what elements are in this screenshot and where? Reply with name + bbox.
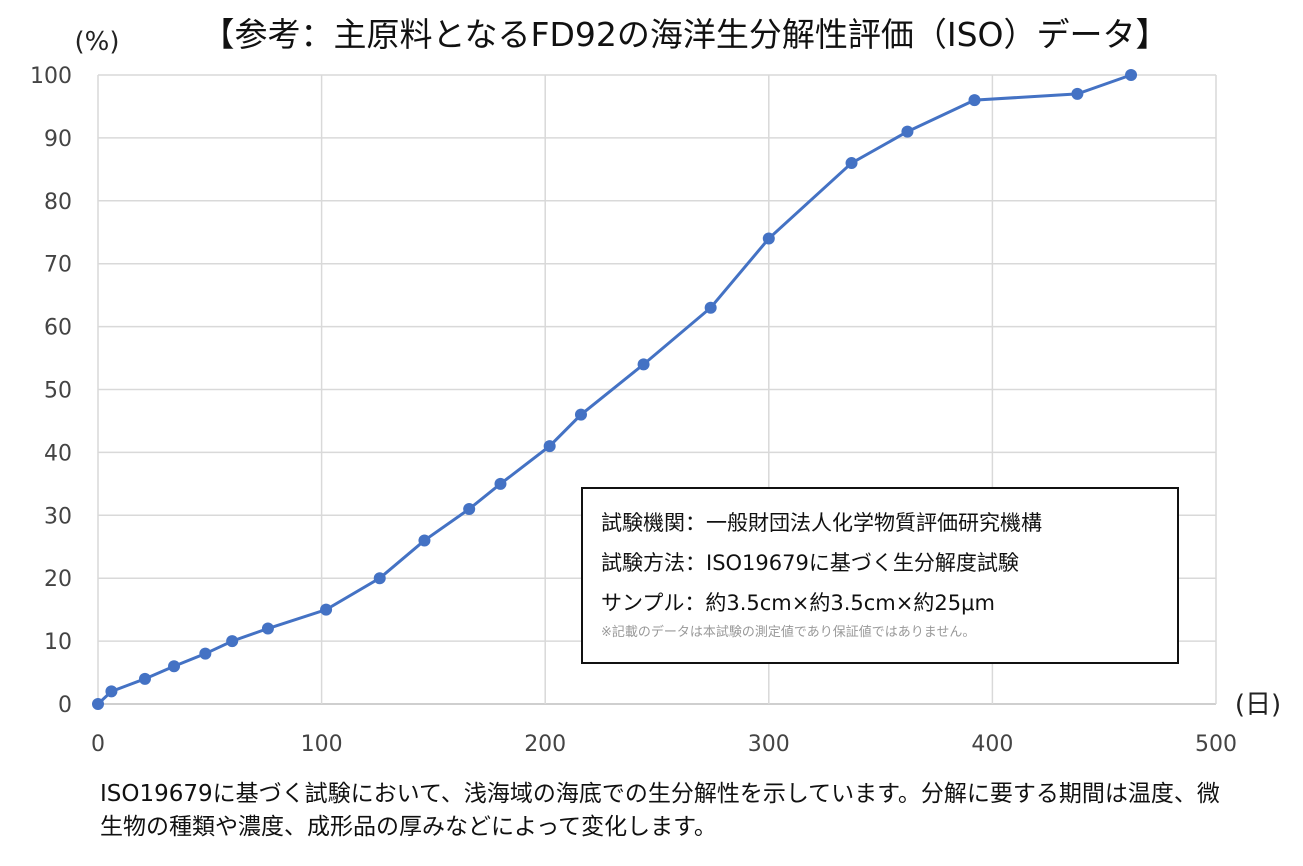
y-tick-label: 70	[44, 253, 72, 278]
x-tick-label: 300	[748, 732, 790, 757]
data-point	[845, 157, 858, 170]
y-tick-label: 40	[44, 441, 72, 466]
y-tick-label: 0	[58, 693, 72, 718]
y-tick-label: 50	[44, 379, 72, 404]
data-point	[261, 622, 274, 635]
x-tick-label: 200	[524, 732, 566, 757]
data-point	[637, 358, 650, 371]
test-info-box: 試験機関：一般財団法人化学物質評価研究機構 試験方法：ISO19679に基づく生…	[581, 487, 1179, 664]
data-point	[901, 125, 914, 138]
y-tick-label: 20	[44, 567, 72, 592]
data-point	[494, 477, 507, 490]
y-tick-label: 10	[44, 630, 72, 655]
disclaimer-text: ※記載のデータは本試験の測定値であり保証値ではありません。	[601, 625, 976, 640]
data-point	[199, 647, 212, 660]
data-point	[968, 94, 981, 107]
data-point	[1071, 87, 1084, 100]
x-tick-label: 500	[1195, 732, 1237, 757]
y-tick-label: 100	[30, 64, 72, 89]
y-axis-unit-label: (%)	[75, 27, 120, 57]
data-point	[574, 408, 587, 421]
tick-labels: 0 10 20 30 40 50 60 70 80 90 100 0 100 200 300 400 500	[30, 64, 1237, 757]
x-tick-label: 100	[301, 732, 343, 757]
data-points	[92, 69, 1138, 710]
x-tick-label: 0	[91, 732, 105, 757]
data-point	[543, 440, 556, 453]
data-point	[168, 660, 181, 673]
x-axis-unit-label: (日)	[1235, 690, 1281, 720]
chart-caption: ISO19679に基づく試験において、浅海域の海底での生分解性を示しています。分…	[100, 781, 1220, 840]
data-point	[1125, 69, 1138, 81]
data-point	[463, 503, 476, 516]
data-point	[105, 685, 118, 698]
y-tick-label: 80	[44, 190, 72, 215]
y-tick-label: 90	[44, 127, 72, 152]
data-point	[226, 635, 239, 648]
series-line	[96, 73, 1132, 706]
data-point	[418, 534, 431, 547]
chart-title: 【参考：主原料となるFD92の海洋生分解性評価（ISO）データ】	[201, 15, 1168, 54]
data-point	[138, 672, 151, 685]
x-tick-label: 400	[971, 732, 1013, 757]
data-point	[704, 301, 717, 314]
y-tick-label: 60	[44, 316, 72, 341]
data-point	[762, 232, 775, 245]
data-point	[320, 603, 333, 616]
test-institution-text: 試験機関：一般財団法人化学物質評価研究機構	[601, 511, 1042, 535]
gridlines	[97, 74, 1217, 705]
y-tick-label: 30	[44, 504, 72, 529]
data-point	[92, 698, 104, 710]
data-point	[373, 572, 386, 585]
sample-size-text: サンプル：約3.5cm×約3.5cm×約25μm	[601, 591, 995, 615]
test-method-text: 試験方法：ISO19679に基づく生分解度試験	[601, 551, 1019, 575]
